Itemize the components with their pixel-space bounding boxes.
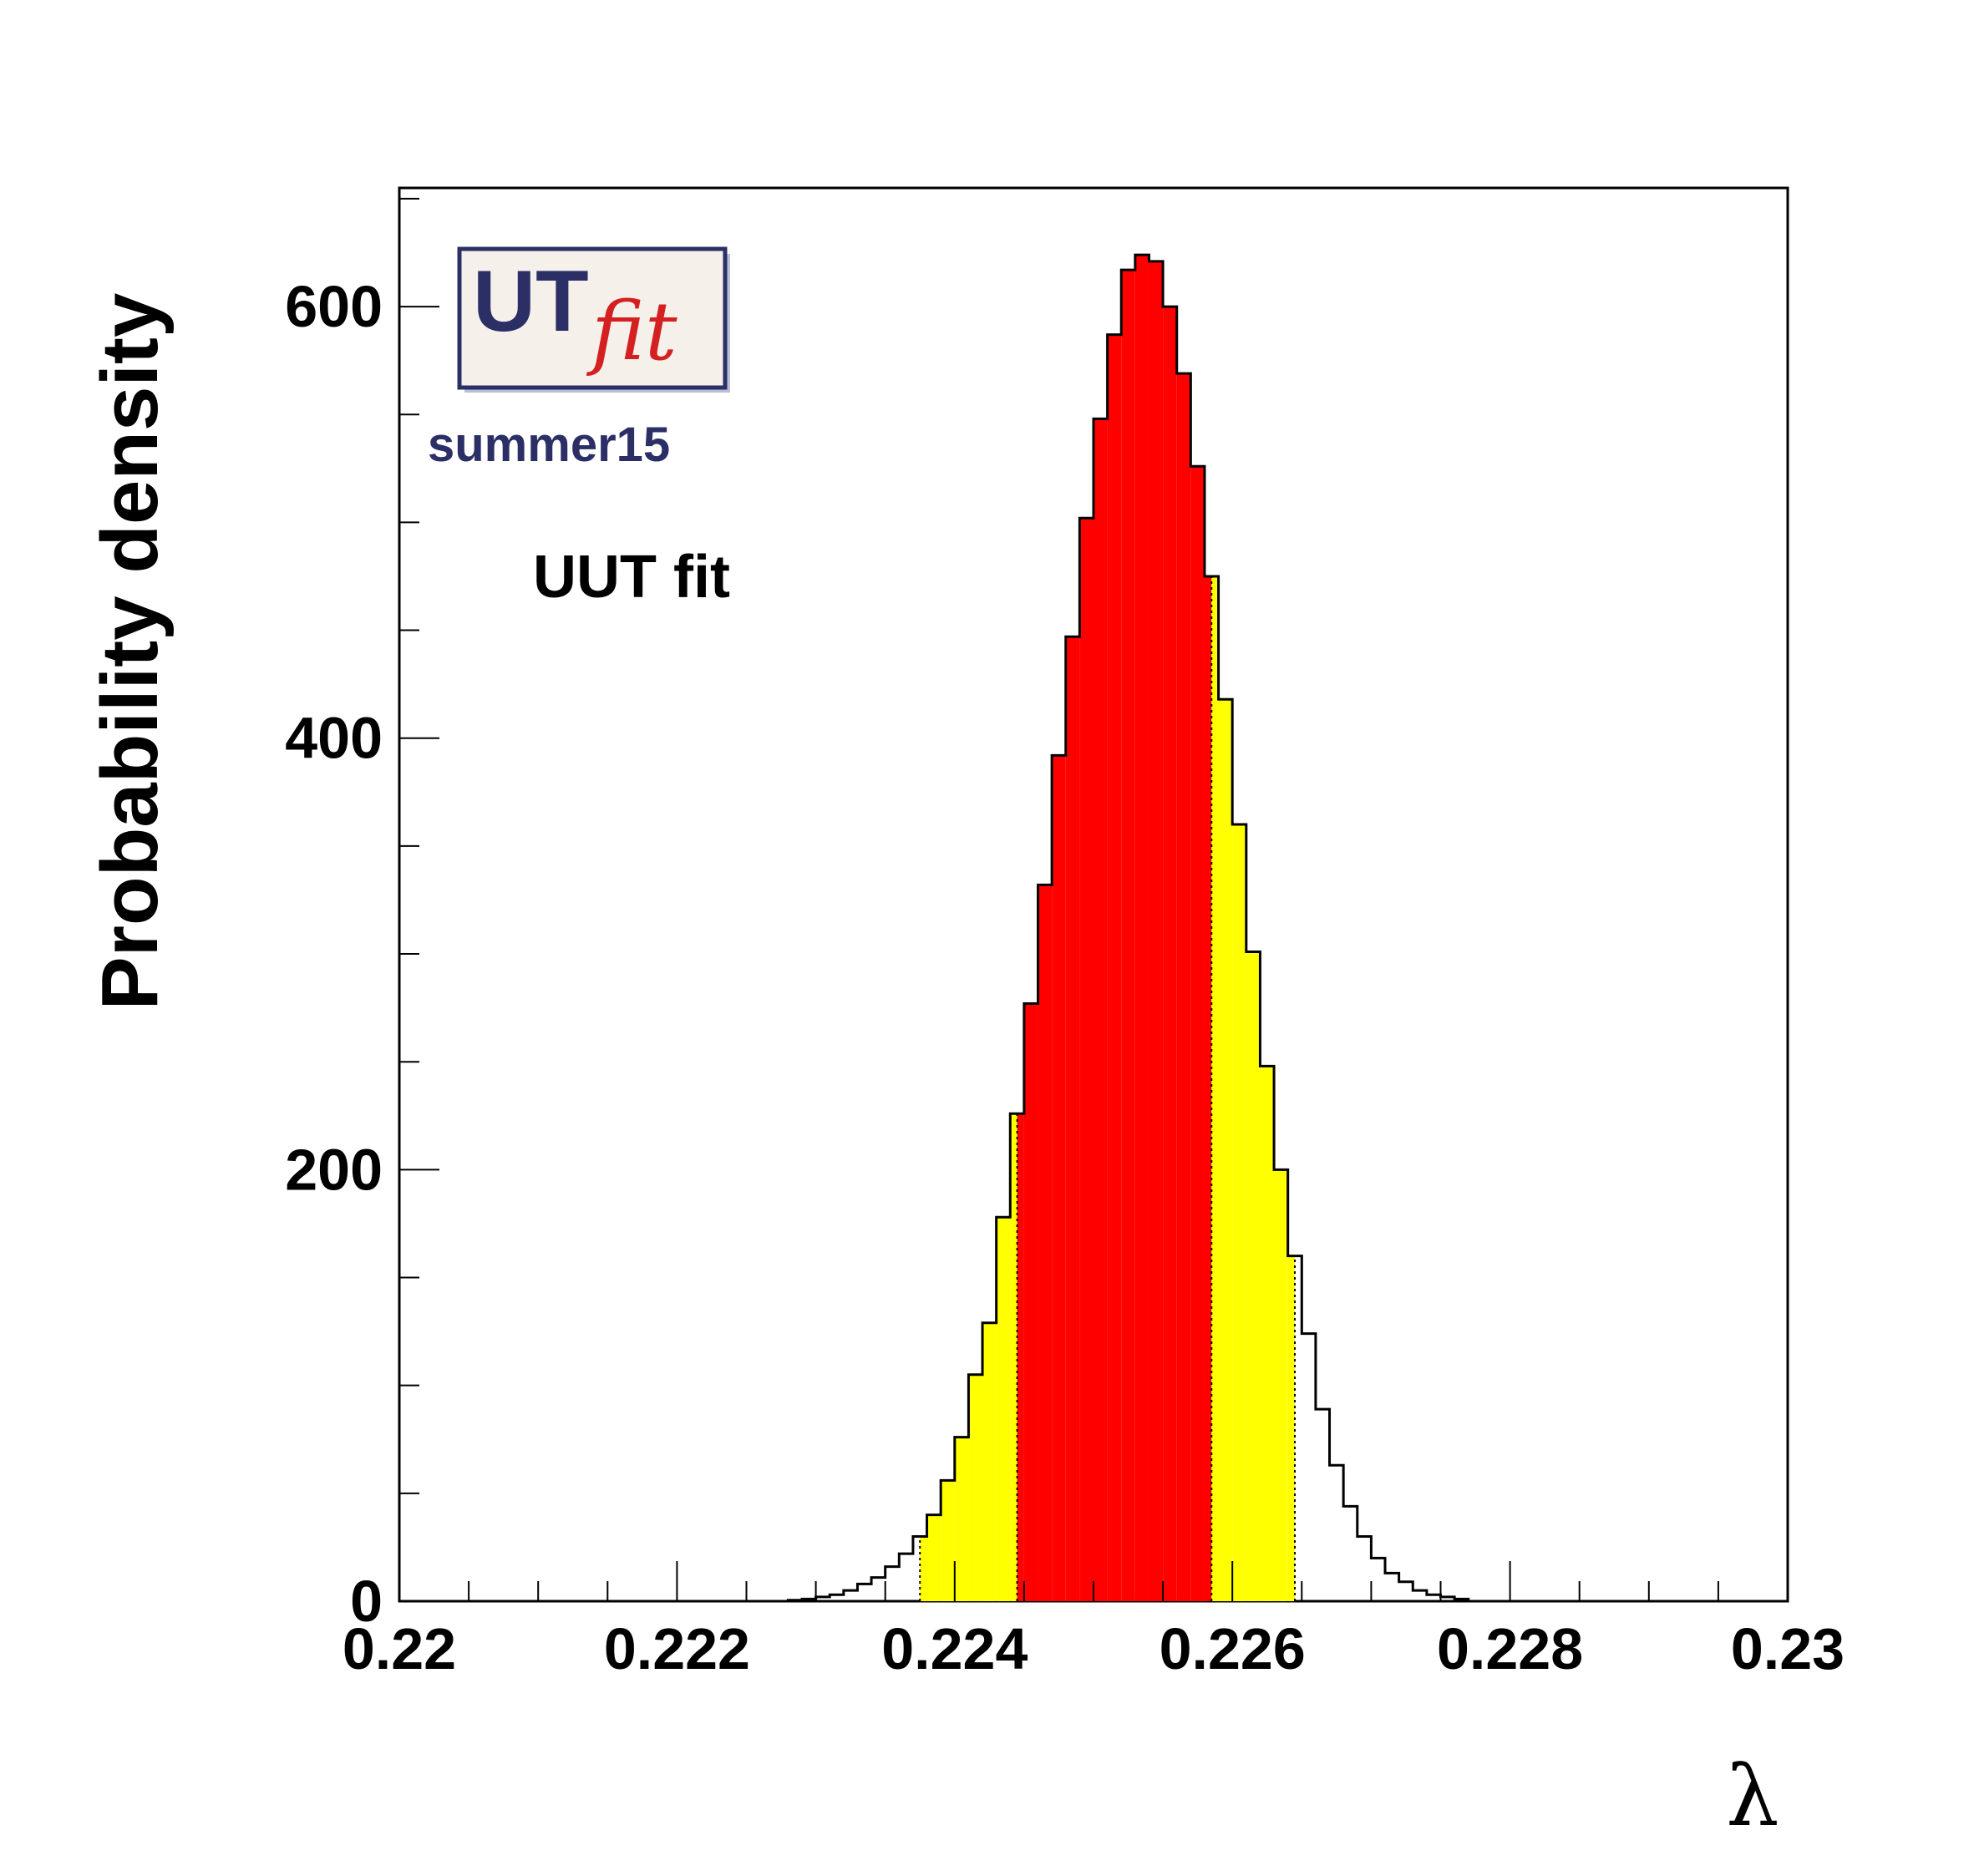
histogram-bar — [1038, 885, 1053, 1601]
annotation-uut-fit: UUT fit — [533, 544, 730, 611]
utfit-logo: UT fit summer15 — [428, 246, 730, 472]
x-tick-label: 0.23 — [1731, 1616, 1845, 1681]
histogram-bar — [1232, 824, 1246, 1601]
histogram-bar — [996, 1217, 1011, 1601]
logo-ut: UT — [473, 253, 589, 350]
histogram-bar — [1010, 1113, 1017, 1601]
histogram-bar — [1176, 373, 1191, 1601]
histogram-bar — [1218, 699, 1233, 1601]
histogram-bars — [920, 255, 1295, 1602]
x-axis-tick-labels: 0.22 0.222 0.224 0.226 0.228 0.23 — [343, 1616, 1845, 1681]
y-axis-ticks — [399, 197, 439, 1602]
x-axis-title: λ — [1726, 1747, 1779, 1845]
x-tick-label: 0.22 — [343, 1616, 456, 1681]
x-tick-label: 0.226 — [1160, 1616, 1306, 1681]
logo-box — [457, 246, 728, 390]
y-axis-tick-labels: 0 200 400 600 — [285, 274, 383, 1634]
histogram-bar — [1023, 1003, 1038, 1601]
histogram-bar — [1094, 418, 1108, 1601]
histogram-bar — [1287, 1255, 1295, 1601]
x-tick-label: 0.222 — [604, 1616, 750, 1681]
y-axis-title: Probability density — [85, 293, 175, 1011]
x-tick-label: 0.228 — [1437, 1616, 1583, 1681]
histogram-bar — [1052, 755, 1066, 1601]
histogram-bar — [1246, 951, 1261, 1601]
histogram-bar — [968, 1374, 983, 1601]
histogram-bar — [982, 1322, 997, 1601]
logo-fit: fit — [586, 285, 677, 378]
histogram-bar — [1017, 1113, 1024, 1601]
histogram-bar — [954, 1437, 969, 1601]
histogram-bar — [941, 1480, 955, 1601]
histogram-bar — [1121, 270, 1135, 1601]
histogram-bar — [1107, 334, 1122, 1602]
x-axis-ticks — [398, 1561, 1789, 1601]
y-tick-label: 600 — [285, 274, 383, 339]
histogram-bar — [1149, 261, 1164, 1602]
histogram-bar — [920, 1536, 927, 1601]
y-tick-label: 0 — [350, 1569, 383, 1634]
histogram-bar — [1163, 307, 1177, 1602]
histogram-bar — [1190, 466, 1205, 1601]
histogram-outline — [786, 253, 1470, 1602]
histogram-bar — [1204, 575, 1212, 1602]
histogram-bar — [1274, 1169, 1288, 1601]
y-tick-label: 200 — [285, 1137, 383, 1202]
histogram-bar — [1079, 518, 1094, 1602]
histogram-bar — [1134, 255, 1149, 1602]
y-tick-label: 400 — [285, 706, 383, 771]
x-tick-label: 0.224 — [881, 1616, 1028, 1681]
region-boundaries — [919, 575, 1296, 1601]
histogram-bar — [1211, 575, 1219, 1602]
histogram-bar — [1260, 1066, 1275, 1601]
histogram-bar — [926, 1514, 941, 1601]
histogram-outline-layer — [786, 253, 1470, 1602]
logo-edition: summer15 — [428, 418, 670, 472]
histogram-bar — [1065, 636, 1080, 1601]
